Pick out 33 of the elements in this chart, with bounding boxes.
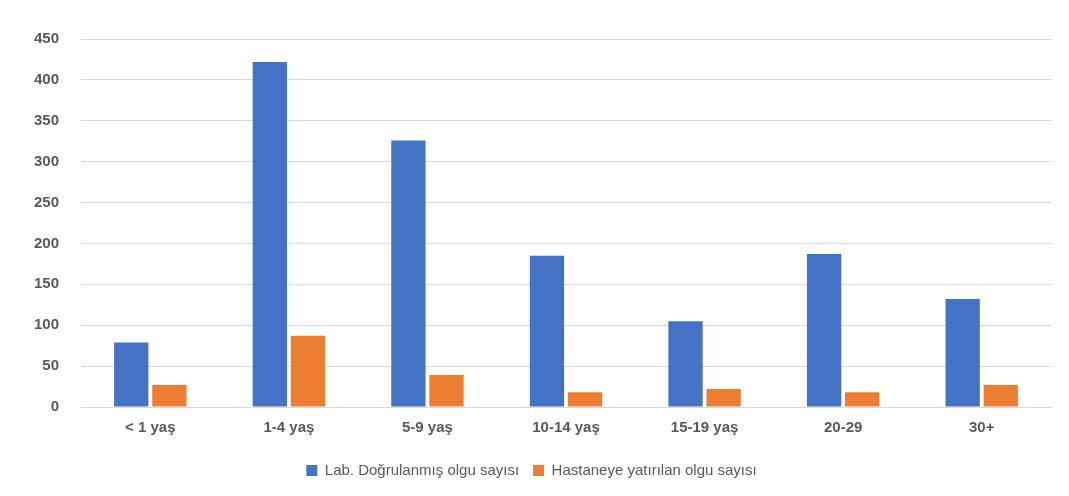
bar (983, 384, 1018, 407)
bar (529, 255, 565, 407)
y-tick-label: 50 (42, 356, 60, 374)
bar (290, 335, 326, 407)
x-tick-label: 10-14 yaş (532, 418, 600, 436)
x-tick-label: 20-29 (823, 418, 863, 436)
y-tick-label: 0 (50, 397, 60, 415)
bar (152, 384, 187, 407)
bar (114, 342, 149, 407)
bar (945, 299, 980, 407)
legend-label: Hastaneye yatırılan olgu sayısı (551, 460, 757, 478)
x-tick-label: 5-9 yaş (402, 418, 453, 436)
y-tick-label: 250 (34, 192, 60, 210)
y-tick-label: 350 (34, 110, 60, 128)
x-tick-label: 1-4 yaş (263, 418, 315, 436)
bar (845, 392, 880, 407)
bar (391, 140, 426, 407)
y-tick-label: 150 (34, 274, 60, 292)
bar (252, 61, 287, 407)
y-tick-label: 300 (34, 151, 60, 169)
bar (567, 392, 603, 407)
y-tick-label: 200 (34, 233, 60, 251)
bar (806, 254, 842, 407)
x-tick-label: < 1 yaş (125, 418, 176, 436)
bar (668, 321, 703, 407)
y-tick-label: 400 (34, 70, 60, 88)
bar (706, 389, 741, 407)
x-tick-label: 15-19 yaş (670, 418, 739, 436)
bar (429, 375, 464, 407)
y-tick-label: 450 (34, 29, 60, 47)
y-tick-label: 100 (34, 315, 60, 333)
legend-label: Lab. Doğrulanmış olgu sayısı (324, 460, 520, 478)
x-tick-label: 30+ (968, 418, 995, 436)
